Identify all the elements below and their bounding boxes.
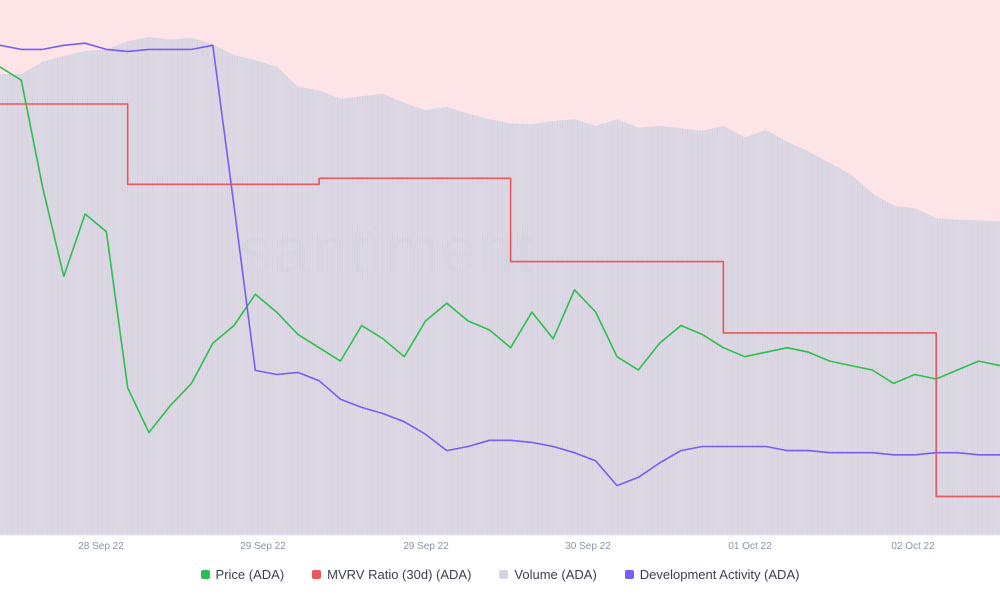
series-line-price [0, 66, 1000, 434]
legend-swatch-dev-activity [624, 570, 634, 579]
legend-item-volume[interactable]: Volume (ADA) [499, 567, 597, 582]
x-tick-label: 29 Sep 22 [403, 541, 449, 552]
legend-label: Volume (ADA) [514, 567, 597, 582]
x-tick-label: 02 Oct 22 [891, 541, 935, 552]
legend-label: MVRV Ratio (30d) (ADA) [327, 567, 472, 582]
x-tick-label: 29 Sep 22 [240, 541, 286, 552]
x-tick-label: 01 Oct 22 [728, 541, 772, 552]
series-line-dev [0, 42, 1000, 487]
legend-label: Development Activity (ADA) [639, 567, 800, 582]
legend-item-dev-activity[interactable]: Development Activity (ADA) [624, 567, 800, 582]
x-tick-label: 28 Sep 22 [78, 541, 124, 552]
legend-item-price[interactable]: Price (ADA) [200, 567, 285, 582]
x-axis-ticks: 28 Sep 22 29 Sep 22 29 Sep 22 30 Sep 22 … [78, 541, 935, 552]
legend-label: Price (ADA) [215, 567, 285, 582]
series-lines [0, 42, 1000, 498]
legend-swatch-price [200, 570, 210, 579]
volume-bars [0, 37, 1000, 535]
volume-area [0, 37, 1000, 535]
legend-item-mvrv[interactable]: MVRV Ratio (30d) (ADA) [312, 567, 471, 582]
x-tick-label: 30 Sep 22 [565, 541, 611, 552]
watermark: santiment [240, 214, 535, 286]
legend-swatch-volume [499, 570, 509, 579]
legend-swatch-mvrv [312, 570, 322, 579]
chart-canvas: santiment 28 Sep 22 29 Sep 22 29 Sep 22 … [0, 0, 1000, 552]
chart-legend: Price (ADA) MVRV Ratio (30d) (ADA) Volum… [0, 567, 1000, 582]
series-line-mvrv [0, 103, 1000, 498]
volume-area-path [0, 37, 1000, 535]
